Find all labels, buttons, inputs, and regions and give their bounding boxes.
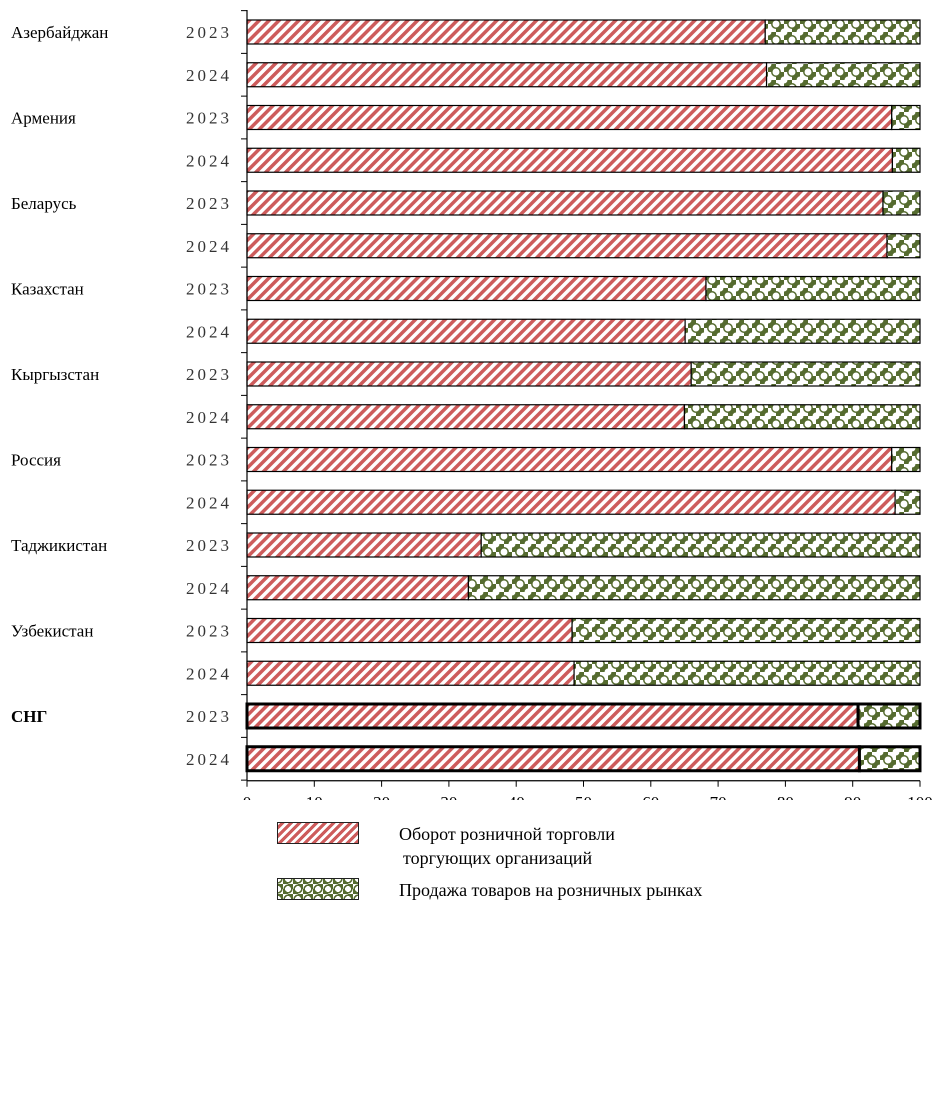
bar-market-sales-2-2024 bbox=[891, 147, 921, 173]
country-label-7: Таджикистан bbox=[11, 536, 107, 555]
bar-retail-turnover-9-2024 bbox=[245, 745, 861, 773]
bar-retail-turnover-3-2023 bbox=[246, 190, 884, 216]
year-label-6-2024: 2024 bbox=[186, 493, 232, 512]
bar-market-sales-4-2023 bbox=[705, 275, 921, 302]
x-tick-label-60: 60 bbox=[642, 793, 659, 800]
bar-market-sales-5-2024 bbox=[683, 404, 921, 430]
country-label-3: Беларусь bbox=[11, 194, 77, 213]
bar-retail-turnover-5-2023 bbox=[246, 361, 692, 387]
bar-market-sales-6-2023 bbox=[891, 446, 921, 473]
x-tick-label-50: 50 bbox=[575, 793, 592, 800]
bar-retail-turnover-7-2024 bbox=[246, 575, 470, 601]
bar-retail-turnover-1-2023 bbox=[246, 19, 766, 45]
bar-market-sales-7-2024 bbox=[467, 575, 921, 601]
year-label-5-2023: 2023 bbox=[186, 365, 232, 384]
country-label-5: Кыргызстан bbox=[11, 365, 99, 384]
x-axis: 0 10 20 30 40 50 60 70 80 90 100 bbox=[241, 10, 933, 800]
year-label-4-2023: 2023 bbox=[186, 280, 232, 299]
bar-retail-turnover-2-2024 bbox=[246, 147, 894, 173]
legend-label-market-sales: Продажа товаров на розничных рынках bbox=[399, 880, 703, 900]
bar-market-sales-6-2024 bbox=[894, 489, 921, 515]
legend-label-retail-turnover-line1: Оборот розничной торговли bbox=[399, 824, 615, 844]
bar-market-sales-1-2024 bbox=[765, 62, 921, 88]
year-label-3-2024: 2024 bbox=[186, 237, 232, 256]
year-label-7-2024: 2024 bbox=[186, 579, 232, 598]
bar-market-sales-7-2023 bbox=[480, 532, 921, 558]
bar-retail-turnover-4-2024 bbox=[246, 318, 686, 344]
legend-item-market-sales: Продажа товаров на розничных рынках bbox=[277, 878, 702, 902]
bar-market-sales-8-2024 bbox=[573, 660, 921, 686]
year-label-5-2024: 2024 bbox=[186, 408, 232, 427]
country-label-8: Узбекистан bbox=[11, 622, 93, 641]
country-label-6: Россия bbox=[11, 451, 61, 470]
year-label-1-2024: 2024 bbox=[186, 66, 232, 85]
country-label-1: Азербайджан bbox=[11, 23, 108, 42]
year-label-3-2023: 2023 bbox=[186, 194, 232, 213]
bar-market-sales-9-2024 bbox=[857, 745, 922, 773]
bar-retail-turnover-2-2023 bbox=[246, 104, 893, 131]
legend-swatch-market-sales bbox=[277, 878, 359, 900]
year-label-9-2024: 2024 bbox=[186, 750, 232, 769]
bar-retail-turnover-3-2024 bbox=[246, 233, 888, 259]
year-label-8-2023: 2023 bbox=[186, 622, 232, 641]
bar-market-sales-3-2024 bbox=[886, 233, 921, 259]
bar-retail-turnover-6-2023 bbox=[246, 446, 893, 473]
bar-market-sales-8-2023 bbox=[571, 617, 921, 644]
bar-retail-turnover-7-2023 bbox=[246, 532, 482, 558]
legend-item-retail-turnover: Оборот розничной торговли торгующих орга… bbox=[277, 822, 615, 870]
year-label-4-2024: 2024 bbox=[186, 322, 232, 341]
bar-market-sales-1-2023 bbox=[764, 19, 921, 45]
year-label-2-2024: 2024 bbox=[186, 151, 232, 170]
x-tick-label-80: 80 bbox=[777, 793, 794, 800]
bar-market-sales-4-2024 bbox=[684, 318, 921, 344]
country-label-9: СНГ bbox=[11, 707, 47, 726]
x-tick-label-10: 10 bbox=[306, 793, 323, 800]
x-tick-label-100: 100 bbox=[907, 793, 933, 800]
x-tick-label-70: 70 bbox=[710, 793, 727, 800]
bars-group bbox=[245, 19, 922, 773]
x-tick-label-30: 30 bbox=[440, 793, 457, 800]
bar-retail-turnover-5-2024 bbox=[246, 404, 686, 430]
legend-swatch-retail-turnover bbox=[277, 822, 359, 844]
bar-market-sales-2-2023 bbox=[891, 104, 921, 131]
year-label-8-2024: 2024 bbox=[186, 664, 232, 683]
bar-retail-turnover-6-2024 bbox=[246, 489, 896, 515]
bar-retail-turnover-8-2024 bbox=[246, 660, 575, 686]
year-label-1-2023: 2023 bbox=[186, 23, 232, 42]
x-tick-label-90: 90 bbox=[844, 793, 861, 800]
bar-retail-turnover-8-2023 bbox=[246, 617, 573, 644]
stacked-bar-chart: 2023 Азербайджан 2024 2023 Армения 2024 2023 Бе… bbox=[11, 10, 933, 800]
bar-retail-turnover-1-2024 bbox=[246, 62, 768, 88]
country-label-2: Армения bbox=[11, 109, 76, 128]
bar-market-sales-9-2023 bbox=[856, 702, 922, 730]
year-label-2-2023: 2023 bbox=[186, 109, 232, 128]
legend-label-retail-turnover-line2: торгующих организаций bbox=[403, 848, 593, 868]
x-tick-label-0: 0 bbox=[243, 793, 252, 800]
bar-market-sales-5-2023 bbox=[690, 361, 921, 387]
bar-market-sales-3-2023 bbox=[882, 190, 921, 216]
year-label-6-2023: 2023 bbox=[186, 451, 232, 470]
x-tick-label-20: 20 bbox=[373, 793, 390, 800]
year-label-9-2023: 2023 bbox=[186, 707, 232, 726]
year-label-7-2023: 2023 bbox=[186, 536, 232, 555]
category-labels: 2023 Азербайджан 2024 2023 Армения 2024 2023 Бе… bbox=[11, 23, 232, 769]
x-tick-label-40: 40 bbox=[508, 793, 525, 800]
bar-retail-turnover-4-2023 bbox=[246, 275, 707, 302]
country-label-4: Казахстан bbox=[11, 280, 84, 299]
bar-retail-turnover-9-2023 bbox=[245, 702, 860, 730]
